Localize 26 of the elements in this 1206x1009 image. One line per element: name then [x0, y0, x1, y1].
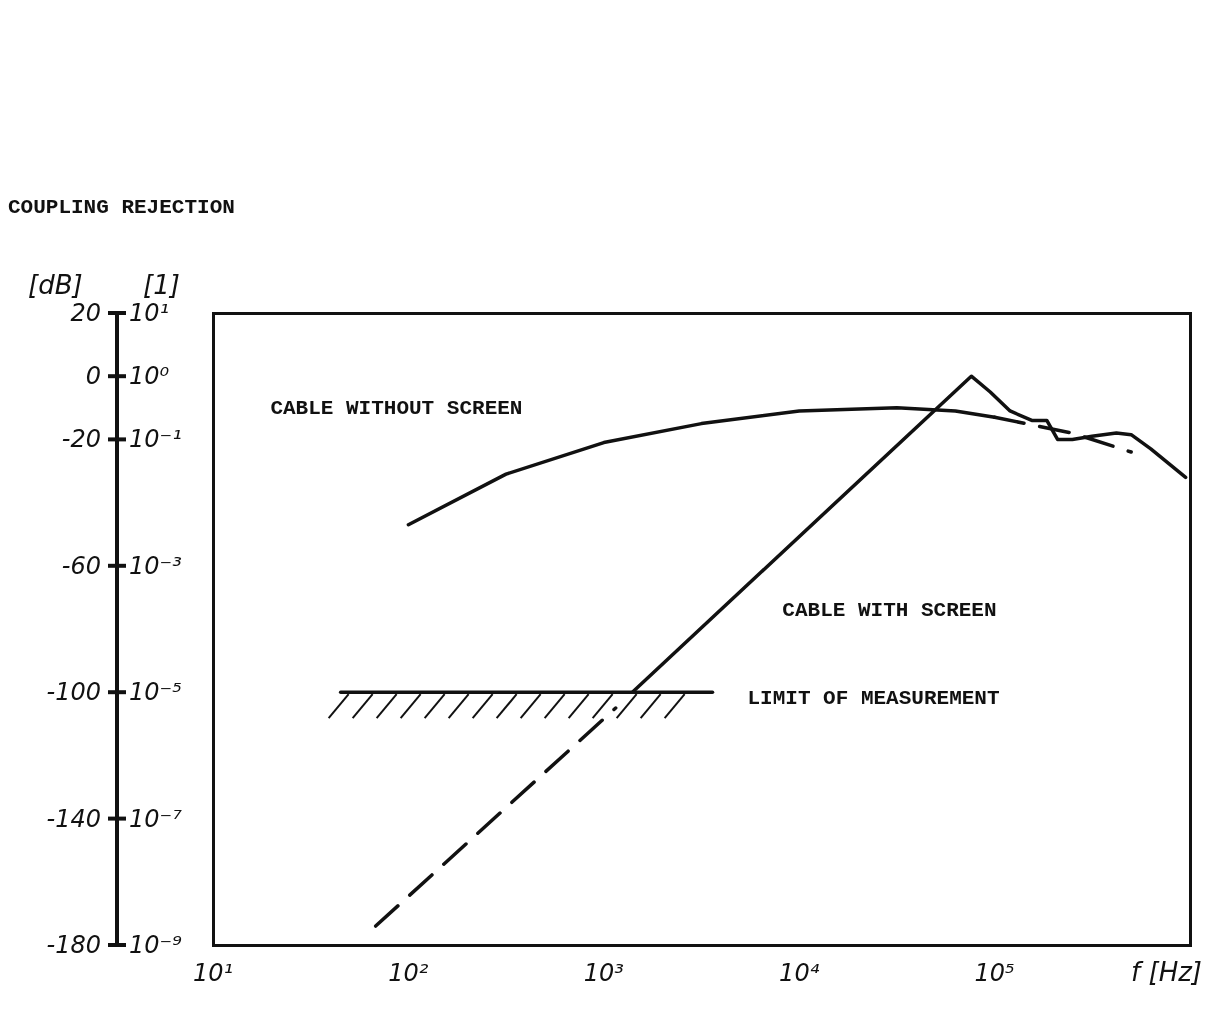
series-label: LIMIT OF MEASUREMENT — [747, 686, 1000, 710]
x-tick-label: 10¹ — [192, 959, 234, 987]
series-label: CABLE WITH SCREEN — [782, 598, 997, 622]
y2-tick-label: 20 — [70, 299, 101, 327]
y-axis-title: [1] — [143, 270, 180, 300]
y2-axis-title: [dB] — [28, 270, 83, 300]
y2-tick-label: -60 — [61, 551, 101, 580]
y-tick-label: 10⁻¹ — [129, 425, 182, 454]
y-tick-label: 10⁰ — [129, 362, 170, 391]
y-tick-label: 10⁻⁵ — [129, 678, 182, 707]
y-tick-label: 10¹ — [129, 299, 170, 327]
x-tick-label: 10⁵ — [974, 959, 1015, 987]
y2-tick-label: 0 — [85, 362, 101, 391]
y2-tick-label: -140 — [46, 804, 101, 833]
y-tick-label: 10⁻⁹ — [129, 931, 183, 959]
y2-tick-label: -100 — [46, 678, 101, 707]
x-tick-label: 10³ — [583, 959, 624, 987]
chart-title: COUPLING REJECTION — [8, 196, 235, 219]
x-axis-title: f [Hz] — [1131, 957, 1202, 987]
text: CABLE WITHOUT SCREEN — [270, 396, 523, 420]
y-tick-label: 10⁻³ — [129, 551, 182, 580]
x-tick-label: 10² — [388, 959, 429, 987]
y2-tick-label: -20 — [61, 425, 101, 454]
y2-tick-label: -180 — [46, 931, 101, 959]
x-tick-label: 10⁴ — [779, 959, 820, 987]
y-tick-label: 10⁻⁷ — [129, 804, 183, 833]
